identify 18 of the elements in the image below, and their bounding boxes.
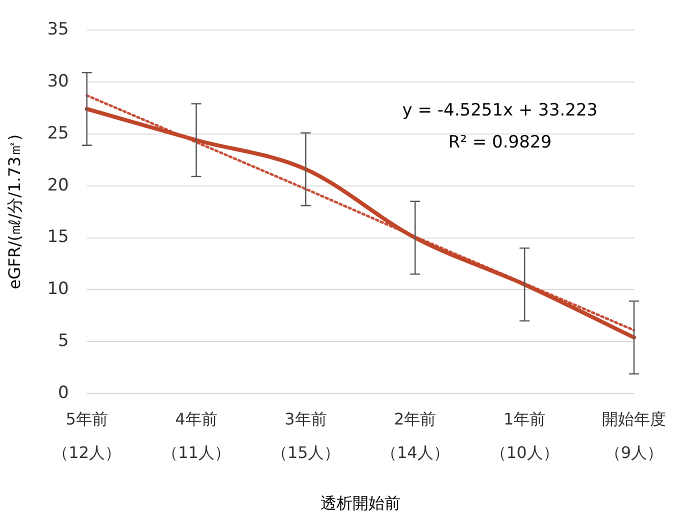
y-tick-label: 5 <box>58 331 69 352</box>
y-tick-label: 20 <box>47 175 69 196</box>
y-tick-label: 35 <box>47 19 69 40</box>
x-tick-label: 2年前（14人） <box>380 410 450 462</box>
y-axis-title: eGFR/(㎖/分/1.73㎡) <box>4 134 24 290</box>
x-tick-label: 3年前（15人） <box>272 410 340 462</box>
x-tick-label: 開始年度（9人） <box>602 410 666 462</box>
y-tick-label: 0 <box>58 383 69 404</box>
annotation: R² = 0.9829 <box>448 132 552 152</box>
y-tick-label: 10 <box>47 279 69 300</box>
y-tick-label: 30 <box>47 71 69 92</box>
x-axis-title: 透析開始前 <box>320 494 400 513</box>
x-tick-label: 1年前（10人） <box>490 410 559 462</box>
x-tick-label: 4年前（11人） <box>162 410 230 462</box>
annotation: y = -4.5251x + 33.223 <box>402 100 598 120</box>
y-tick-label: 25 <box>47 123 69 144</box>
x-tick-label: 5年前（12人） <box>52 410 122 462</box>
y-tick-label: 15 <box>47 227 69 248</box>
